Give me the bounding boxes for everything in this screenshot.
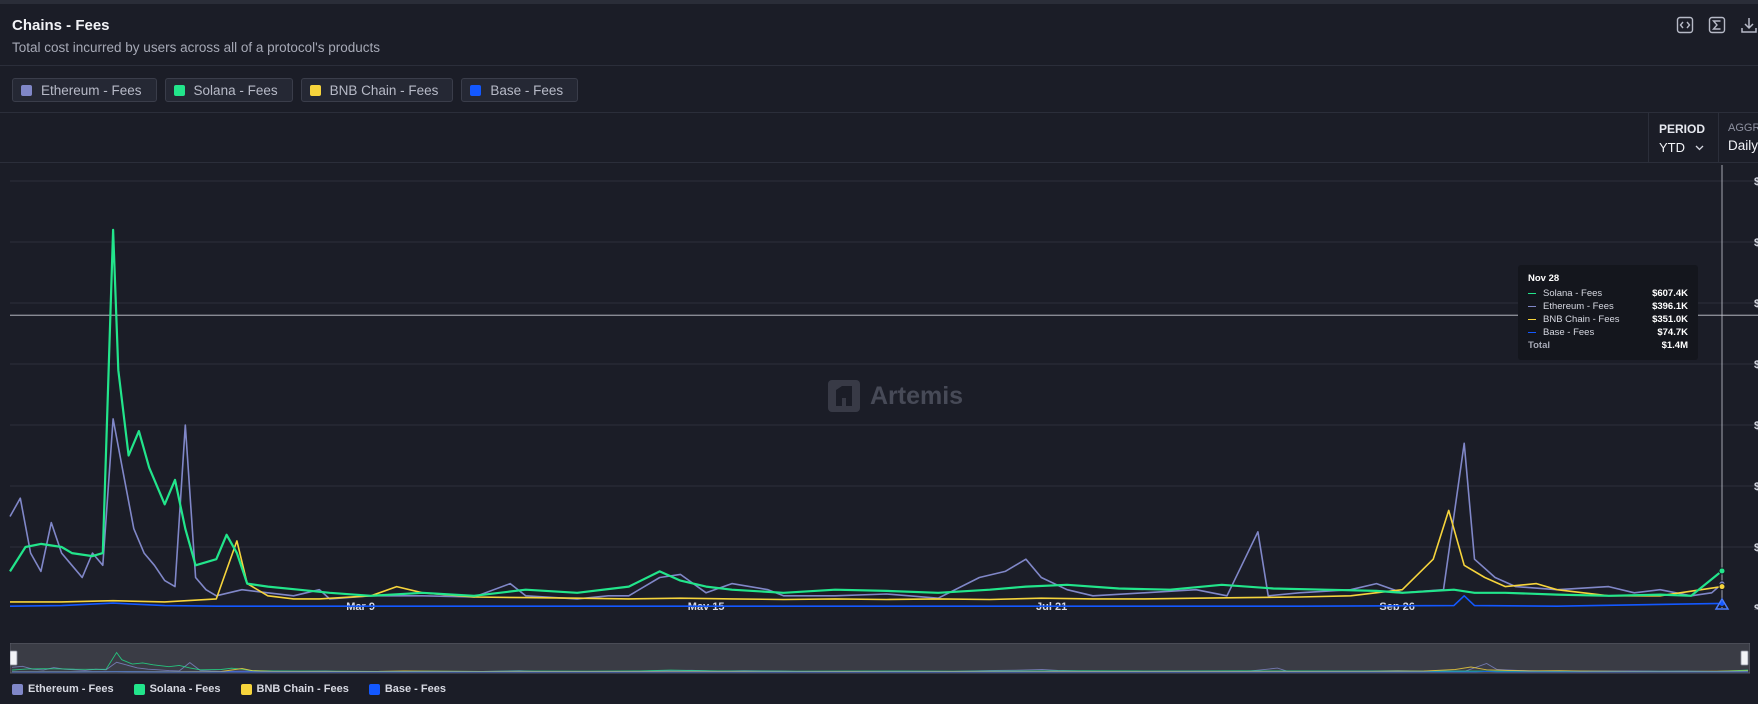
chart-subtitle: Total cost incurred by users across all …: [12, 40, 380, 55]
tooltip-total: Total $1.4M: [1528, 340, 1688, 353]
legend-label: BNB Chain - Fees: [256, 683, 349, 695]
period-select[interactable]: PERIOD YTD: [1648, 112, 1718, 162]
y-tick-label: $: [1754, 420, 1758, 432]
period-value: YTD: [1659, 140, 1685, 155]
tooltip-row: BNB Chain - Fees $351.0K: [1528, 313, 1688, 326]
legend-swatch: [240, 683, 252, 695]
tooltip-row-value: $607.4K: [1652, 288, 1688, 299]
legend-label: Solana - Fees: [149, 683, 221, 695]
y-tick-label: $: [1754, 359, 1758, 371]
tooltip-row: Solana - Fees $607.4K: [1528, 287, 1688, 300]
watermark-text: Artemis: [870, 381, 964, 410]
header-toolbar: [1676, 16, 1758, 34]
legend-swatch: [12, 683, 23, 695]
chip-ethereum-fees[interactable]: Ethereum - Fees: [12, 78, 157, 102]
chip-swatch: [470, 84, 482, 96]
top-border: [0, 0, 1758, 4]
tooltip-row: Base - Fees $74.7K: [1528, 326, 1688, 339]
controls-divider: [0, 162, 1758, 163]
artemis-watermark: Artemis: [828, 380, 963, 412]
tooltip-row-value: $396.1K: [1652, 301, 1688, 312]
legend-item-solana-fees[interactable]: Solana - Fees: [133, 683, 221, 695]
navigator-selection[interactable]: [10, 643, 1750, 674]
chip-bnb-chain-fees[interactable]: BNB Chain - Fees: [300, 78, 454, 102]
chevron-down-icon: [1695, 145, 1704, 150]
chips-divider: [0, 112, 1758, 113]
navigator-series-line: [12, 670, 1749, 673]
legend-item-base-fees[interactable]: Base - Fees: [368, 683, 446, 695]
y-tick-label: $: [1754, 481, 1758, 493]
tooltip-row-name: Solana - Fees: [1543, 288, 1603, 299]
highlight-point: [1718, 583, 1726, 591]
legend-label: Base - Fees: [384, 683, 446, 695]
legend-swatch: [368, 683, 380, 695]
chip-base-fees[interactable]: Base - Fees: [461, 78, 579, 102]
chip-label: BNB Chain - Fees: [329, 82, 439, 98]
sigma-icon[interactable]: [1708, 16, 1726, 34]
navigator-handle-left[interactable]: [10, 650, 18, 666]
range-navigator[interactable]: [10, 643, 1750, 677]
tooltip-row: Ethereum - Fees $396.1K: [1528, 300, 1688, 313]
chart-title: Chains - Fees: [12, 17, 110, 34]
chip-swatch: [309, 84, 321, 96]
tooltip-row-name: Base - Fees: [1543, 327, 1595, 338]
fees-line-chart[interactable]: Mar 9 May 15 Jul 21 Sep 26$$$$$$$$: [0, 165, 1758, 610]
artemis-logo-icon: [828, 380, 860, 412]
download-icon[interactable]: [1740, 16, 1758, 34]
series-line-base-fees[interactable]: [9, 595, 1723, 607]
navigator-handle-right[interactable]: [1740, 650, 1749, 666]
chip-swatch: [21, 84, 32, 96]
period-label: PERIOD: [1659, 122, 1706, 136]
series-line-solana-fees[interactable]: [9, 228, 1723, 597]
aggregation-value: Daily: [1728, 138, 1758, 153]
chip-swatch: [173, 84, 185, 96]
crosshair-marker-icon: [1714, 597, 1730, 610]
highlight-point: [1718, 567, 1726, 575]
y-tick-label: $: [1754, 237, 1758, 249]
tooltip-row-value: $351.0K: [1652, 314, 1688, 325]
tooltip-date: Nov 28: [1528, 273, 1560, 284]
aggregation-label: AGGREGATION: [1728, 122, 1758, 134]
series-line-ethereum-fees[interactable]: [9, 418, 1723, 600]
y-tick-label: $: [1754, 176, 1758, 188]
tooltip-row-name: Ethereum - Fees: [1543, 301, 1614, 312]
chip-label: Base - Fees: [490, 82, 564, 98]
legend-item-bnb-chain-fees[interactable]: BNB Chain - Fees: [240, 683, 349, 695]
series-line-bnb-chain-fees[interactable]: [10, 509, 1723, 603]
tooltip-row-value: $74.7K: [1657, 327, 1688, 338]
y-tick-label: $: [1754, 603, 1758, 610]
y-tick-label: $: [1754, 542, 1758, 554]
legend-item-ethereum-fees[interactable]: Ethereum - Fees: [12, 683, 114, 695]
chart-tooltip: Nov 28 Solana - Fees $607.4K Ethereum - F…: [1518, 265, 1698, 360]
legend-label: Ethereum - Fees: [28, 683, 114, 695]
legend-swatch: [133, 683, 145, 695]
tooltip-row-name: BNB Chain - Fees: [1543, 314, 1620, 325]
y-tick-label: $: [1754, 298, 1758, 310]
aggregation-select[interactable]: AGGREGATION Daily: [1718, 112, 1758, 162]
tooltip-total-value: $1.4M: [1661, 340, 1688, 351]
tooltip-total-label: Total: [1528, 340, 1550, 351]
series-chip-bar: Ethereum - Fees Solana - Fees BNB Chain …: [12, 78, 579, 102]
chart-legend: Ethereum - Fees Solana - Fees BNB Chain …: [12, 683, 446, 695]
chip-solana-fees[interactable]: Solana - Fees: [164, 78, 293, 102]
chip-label: Solana - Fees: [193, 82, 278, 98]
header-divider: [0, 65, 1758, 66]
embed-code-icon[interactable]: [1676, 16, 1694, 34]
chip-label: Ethereum - Fees: [41, 82, 142, 98]
